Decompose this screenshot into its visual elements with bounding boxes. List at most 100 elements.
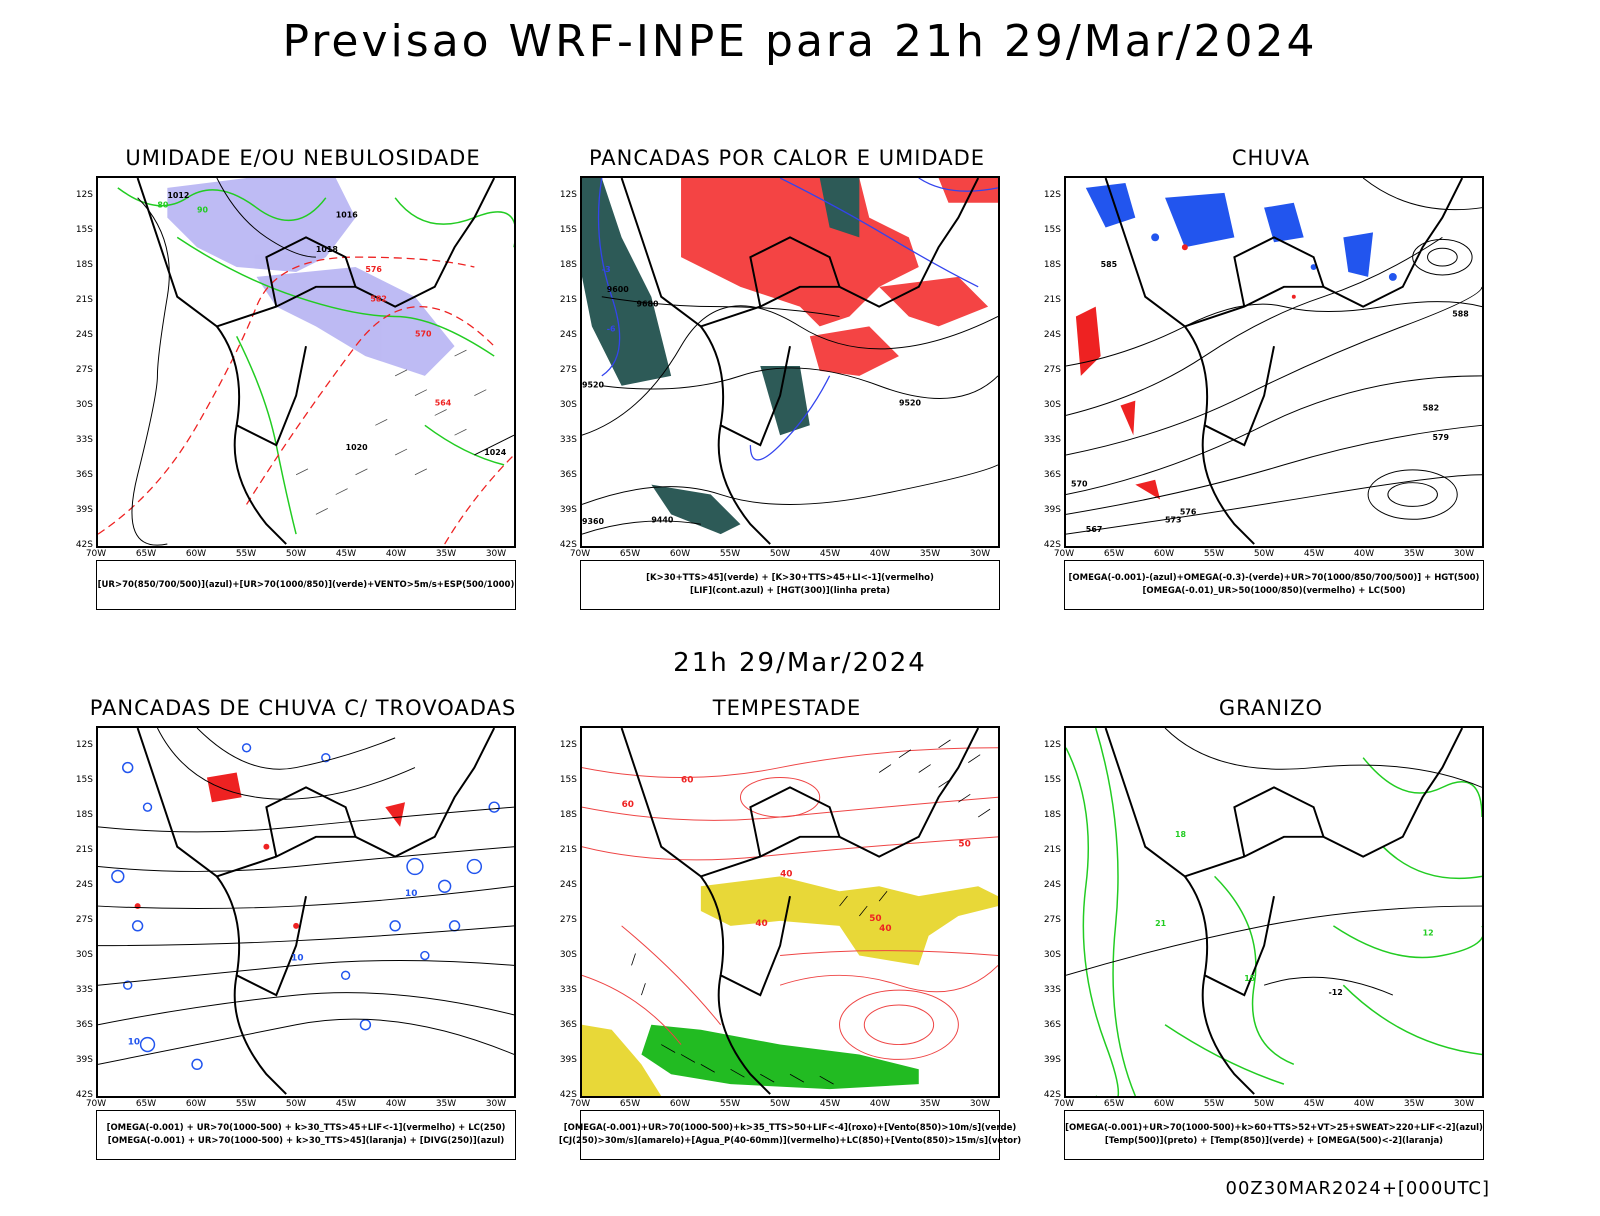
panel-title: GRANIZO (1218, 696, 1324, 720)
lat-tick-label: 42S (75, 1090, 93, 1100)
lon-tick-label: 40W (869, 549, 891, 559)
lon-tick-label: 60W (669, 549, 691, 559)
panel-title: UMIDADE E/OU NEBULOSIDADE (125, 146, 481, 170)
lat-tick-label: 21S (75, 845, 93, 855)
map-chuva: 585 588 582 579 576 573 570 567 (1064, 176, 1484, 548)
lat-tick-label: 12S (75, 190, 93, 200)
panel-title: CHUVA (1231, 146, 1311, 170)
contour-label: -12 (1328, 988, 1342, 997)
lat-tick-label: 39S (75, 1055, 93, 1065)
lon-tick-label: 50W (285, 549, 307, 559)
lon-tick-label: 35W (1403, 549, 1425, 559)
panel-title: PANCADAS POR CALOR E UMIDADE (588, 146, 986, 170)
lat-tick-label: 15S (75, 775, 93, 785)
lon-tick-label: 70W (85, 549, 107, 559)
lat-tick-label: 30S (1043, 950, 1061, 960)
lon-tick-label: 60W (1153, 549, 1175, 559)
lat-tick-label: 39S (559, 1055, 577, 1065)
map-tempestade: 40 40 40 50 50 60 60 (580, 726, 1000, 1098)
lon-tick-label: 55W (1203, 549, 1225, 559)
lon-tick-label: 45W (819, 549, 841, 559)
lon-tick-label: 65W (1103, 1099, 1125, 1109)
contour-label: 582 (370, 295, 387, 304)
map-granizo: -12 12 15 18 21 (1064, 726, 1484, 1098)
lat-tick-label: 27S (1043, 365, 1061, 375)
lon-tick-label: 40W (385, 1099, 407, 1109)
contour-label: 582 (1423, 403, 1440, 412)
contour-label: 12 (1423, 929, 1434, 938)
panel-legend: [OMEGA(-0.001)+UR>70(1000-500)+k>35_TTS>… (559, 1110, 1021, 1160)
lat-tick-label: 21S (1043, 295, 1061, 305)
lon-tick-label: 40W (1353, 549, 1375, 559)
legend-line: [K>30+TTS>45](verde) + [K>30+TTS>45+LI<-… (646, 573, 934, 583)
contour-label: 60 (681, 775, 693, 785)
contour-label: 579 (1432, 433, 1449, 442)
lon-tick-label: 60W (1153, 1099, 1175, 1109)
lon-tick-label: 65W (1103, 549, 1125, 559)
lat-tick-label: 24S (559, 880, 577, 890)
lon-tick-label: 50W (1253, 549, 1275, 559)
contour-label: 585 (1101, 260, 1118, 269)
contour-label: 9360 (582, 517, 605, 526)
contour-label: 9520 (899, 399, 922, 408)
lat-tick-label: 42S (75, 540, 93, 550)
panel-granizo: GRANIZO (1026, 696, 1516, 1216)
contour-label: 570 (1071, 480, 1088, 489)
lat-tick-label: 15S (559, 775, 577, 785)
lon-tick-label: 30W (969, 549, 991, 559)
contour-label: 588 (1452, 309, 1469, 318)
lon-tick-label: 35W (919, 1099, 941, 1109)
lon-tick-label: 45W (1303, 1099, 1325, 1109)
lat-tick-label: 21S (559, 845, 577, 855)
contour-label: 573 (1165, 515, 1182, 524)
lat-tick-label: 27S (75, 365, 93, 375)
map-umidade: 1012 1016 1018 1020 1024 80 90 576 570 5… (96, 176, 516, 548)
contour-label: 21 (1155, 919, 1166, 928)
lon-tick-label: 60W (185, 1099, 207, 1109)
lon-tick-label: 35W (1403, 1099, 1425, 1109)
lon-tick-label: 65W (135, 549, 157, 559)
panel-title: PANCADAS DE CHUVA C/ TROVOADAS (89, 696, 517, 720)
lon-tick-label: 70W (569, 549, 591, 559)
main-title: Previsao WRF-INPE para 21h 29/Mar/2024 (282, 16, 1318, 67)
contour-label: 1020 (346, 443, 369, 452)
panel-legend: [OMEGA(-0.001) + UR>70(1000-500) + k>30_… (96, 1110, 516, 1160)
panel-legend: [OMEGA(-0.001)-(azul)+OMEGA(-0.3)-(verde… (1064, 560, 1484, 610)
contour-label: 9600 (607, 285, 630, 294)
lat-tick-label: 18S (559, 810, 577, 820)
lat-tick-label: 30S (75, 950, 93, 960)
lat-tick-label: 21S (1043, 845, 1061, 855)
legend-line: [OMEGA(-0.001) + UR>70(1000-500) + k>30_… (107, 1136, 505, 1146)
mid-title: 21h 29/Mar/2024 (673, 648, 927, 678)
lat-tick-label: 27S (1043, 915, 1061, 925)
lat-tick-label: 15S (1043, 775, 1061, 785)
lon-tick-label: 70W (1053, 549, 1075, 559)
lat-tick-label: 39S (559, 505, 577, 515)
panel-legend: [K>30+TTS>45](verde) + [K>30+TTS>45+LI<-… (580, 560, 1000, 610)
lon-tick-label: 70W (569, 1099, 591, 1109)
contour-label: 567 (1086, 525, 1103, 534)
contour-label: 1024 (484, 448, 507, 457)
contour-label: 1012 (167, 191, 189, 200)
lon-tick-label: 30W (485, 549, 507, 559)
lon-tick-label: 45W (335, 1099, 357, 1109)
contour-label: 570 (415, 329, 432, 338)
lat-tick-label: 33S (75, 985, 93, 995)
lon-tick-label: 70W (1053, 1099, 1075, 1109)
lon-tick-label: 35W (435, 549, 457, 559)
lat-tick-label: 36S (559, 1020, 577, 1030)
contour-label: 80 (157, 201, 169, 210)
legend-line: [OMEGA(-0.001) + UR>70(1000-500) + k>30_… (106, 1123, 506, 1133)
panel-pancadas-calor: PANCADAS POR CALOR E UMIDADE (542, 146, 1032, 666)
lat-tick-label: 21S (75, 295, 93, 305)
lon-tick-label: 30W (969, 1099, 991, 1109)
lat-tick-label: 30S (1043, 400, 1061, 410)
lat-tick-label: 18S (75, 260, 93, 270)
lat-tick-label: 30S (75, 400, 93, 410)
contour-label: 40 (879, 924, 891, 934)
contour-label: 10 (291, 953, 303, 963)
contour-label: 1016 (336, 211, 359, 220)
lat-tick-label: 24S (1043, 880, 1061, 890)
lat-tick-label: 42S (1043, 1090, 1061, 1100)
lat-tick-label: 27S (75, 915, 93, 925)
